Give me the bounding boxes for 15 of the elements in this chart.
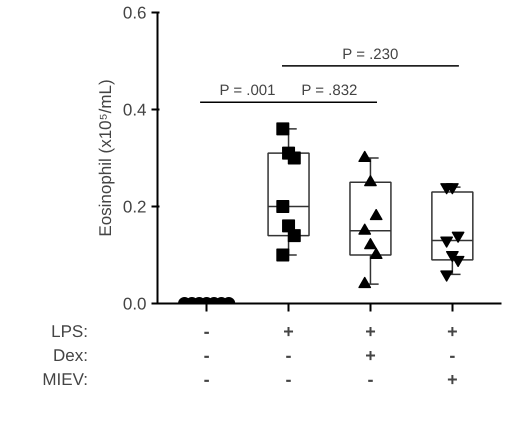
x-tick-label: + + - (365, 322, 376, 390)
y-tick-label: 0.4 (122, 100, 147, 120)
text: MIEV: (42, 370, 88, 390)
annotation: P = .230 (342, 46, 398, 63)
annotation: P = .001 (219, 82, 276, 100)
text: Dex: (53, 346, 88, 366)
x-tick-label: + - - (283, 322, 294, 390)
y-tick-label: 0.0 (122, 294, 147, 314)
x-tick-label: + - + (447, 322, 458, 390)
y-axis-title: Eosinophil (x10⁵/mL) (96, 79, 115, 237)
x-tick-label: - - - (204, 322, 210, 390)
annotation: P = .832 (301, 82, 358, 100)
y-tick-label: 0.2 (122, 198, 147, 216)
text: LPS: (51, 322, 88, 342)
y-tick-label: 0.6 (122, 4, 147, 22)
